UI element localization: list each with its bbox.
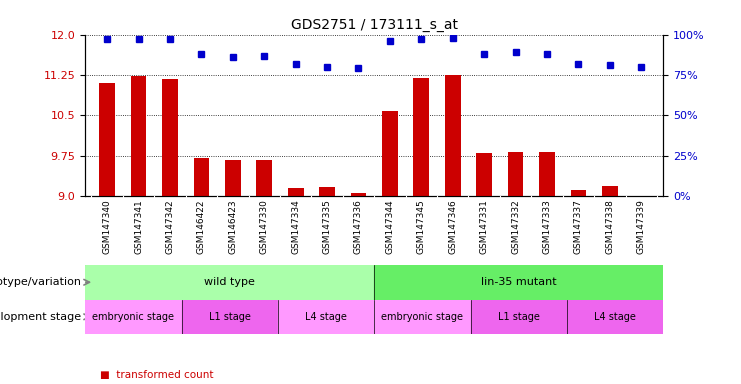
Bar — [130, 76, 147, 196]
Bar — [382, 111, 398, 196]
Text: ■  transformed count: ■ transformed count — [100, 370, 213, 380]
Bar — [476, 153, 492, 196]
Bar — [99, 83, 115, 196]
Text: GSM147336: GSM147336 — [354, 199, 363, 254]
Text: GSM147341: GSM147341 — [134, 199, 143, 254]
Bar — [85, 265, 374, 300]
Bar — [278, 300, 374, 334]
Bar — [571, 190, 586, 196]
Text: GSM146423: GSM146423 — [228, 199, 237, 254]
Text: GSM147332: GSM147332 — [511, 199, 520, 254]
Text: L4 stage: L4 stage — [305, 312, 347, 322]
Title: GDS2751 / 173111_s_at: GDS2751 / 173111_s_at — [290, 18, 458, 32]
Bar — [602, 185, 618, 196]
Text: GSM147337: GSM147337 — [574, 199, 583, 254]
Bar — [508, 152, 523, 196]
Bar — [539, 152, 555, 196]
Bar — [256, 160, 272, 196]
Text: GSM147346: GSM147346 — [448, 199, 457, 254]
Text: GSM147339: GSM147339 — [637, 199, 645, 254]
Bar — [445, 75, 461, 196]
Text: GSM146422: GSM146422 — [197, 199, 206, 254]
Bar — [182, 300, 278, 334]
Text: L1 stage: L1 stage — [209, 312, 250, 322]
Text: embryonic stage: embryonic stage — [382, 312, 463, 322]
Text: GSM147345: GSM147345 — [417, 199, 426, 254]
Text: L1 stage: L1 stage — [498, 312, 539, 322]
Text: embryonic stage: embryonic stage — [93, 312, 174, 322]
Text: development stage: development stage — [0, 312, 82, 322]
Text: GSM147340: GSM147340 — [103, 199, 112, 254]
Bar — [162, 79, 178, 196]
Text: genotype/variation: genotype/variation — [0, 277, 82, 287]
Bar — [319, 187, 335, 196]
Bar — [413, 78, 429, 196]
Bar — [374, 265, 663, 300]
Text: lin-35 mutant: lin-35 mutant — [481, 277, 556, 287]
Bar — [471, 300, 567, 334]
Bar — [193, 158, 209, 196]
Text: GSM147344: GSM147344 — [385, 199, 394, 254]
Text: GSM147333: GSM147333 — [542, 199, 551, 254]
Bar — [85, 300, 182, 334]
Text: L4 stage: L4 stage — [594, 312, 636, 322]
Bar — [288, 188, 304, 196]
Text: GSM147342: GSM147342 — [165, 199, 175, 254]
Text: GSM147335: GSM147335 — [322, 199, 331, 254]
Text: GSM147334: GSM147334 — [291, 199, 300, 254]
Bar — [374, 300, 471, 334]
Bar — [567, 300, 663, 334]
Text: wild type: wild type — [205, 277, 255, 287]
Bar — [225, 161, 241, 196]
Bar — [350, 193, 366, 196]
Text: GSM147331: GSM147331 — [479, 199, 488, 254]
Text: GSM147338: GSM147338 — [605, 199, 614, 254]
Text: GSM147330: GSM147330 — [260, 199, 269, 254]
